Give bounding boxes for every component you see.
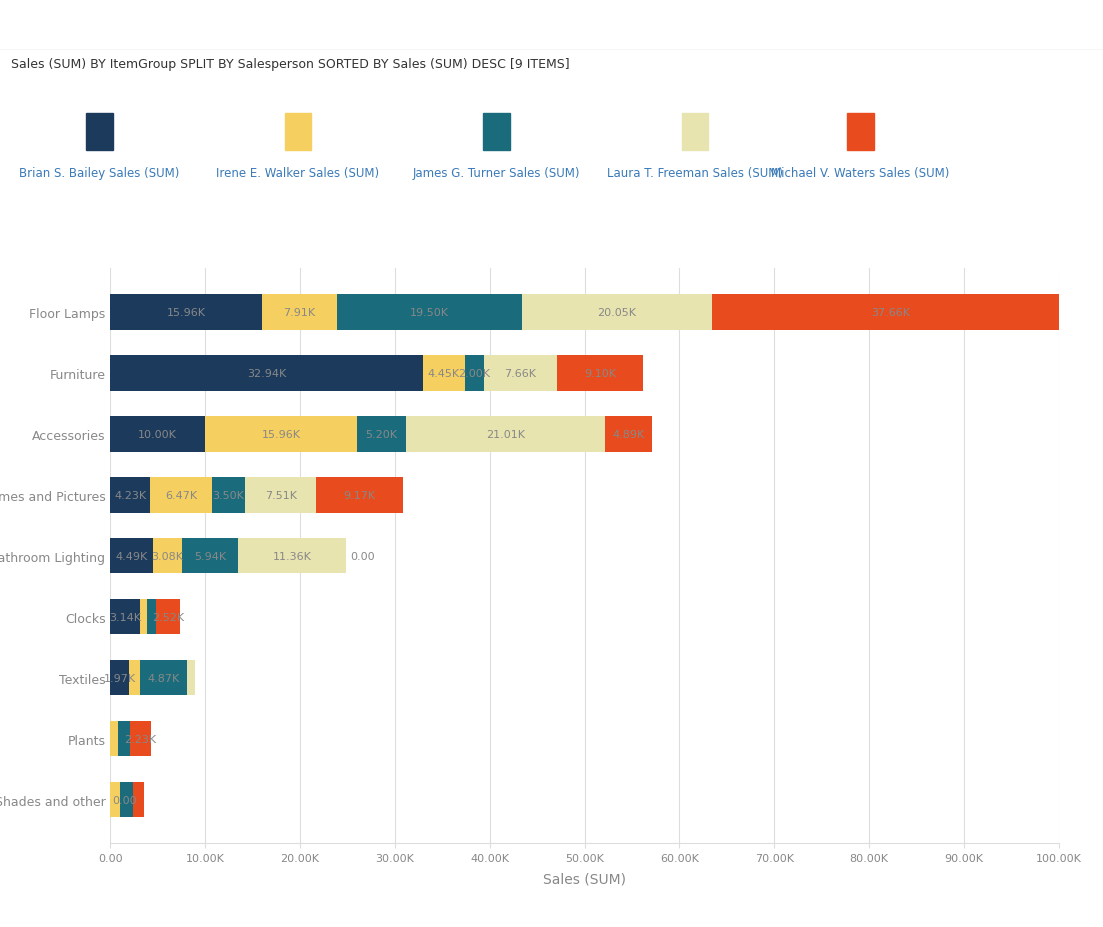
Text: 15.96K: 15.96K — [261, 429, 300, 439]
Text: 37.66K: 37.66K — [871, 308, 910, 318]
Bar — [186, 660, 194, 695]
Bar — [711, 295, 1069, 330]
Bar — [157, 600, 180, 635]
Bar — [140, 660, 186, 695]
Text: 32.94K: 32.94K — [247, 369, 286, 378]
Text: Irene E. Walker Sales (SUM): Irene E. Walker Sales (SUM) — [216, 167, 379, 180]
Bar — [336, 295, 522, 330]
Bar — [110, 539, 153, 574]
Text: 3.08K: 3.08K — [151, 552, 183, 561]
Bar — [153, 539, 182, 574]
Text: Brian S. Bailey Sales (SUM): Brian S. Bailey Sales (SUM) — [19, 167, 180, 180]
Text: 7.51K: 7.51K — [265, 490, 297, 501]
Bar — [130, 721, 151, 756]
Bar — [118, 721, 130, 756]
Bar — [182, 539, 238, 574]
Bar — [110, 295, 261, 330]
Bar — [147, 600, 157, 635]
Text: 3.14K: 3.14K — [109, 612, 141, 622]
Bar — [238, 539, 346, 574]
Bar — [140, 600, 147, 635]
Bar — [261, 295, 336, 330]
Bar — [120, 782, 133, 818]
Bar — [422, 356, 465, 391]
Text: 7.66K: 7.66K — [504, 369, 536, 378]
Text: James G. Turner Sales (SUM): James G. Turner Sales (SUM) — [413, 167, 580, 180]
Bar — [245, 477, 317, 513]
Bar — [406, 417, 606, 452]
Text: 0.00: 0.00 — [113, 794, 137, 805]
Bar — [133, 782, 143, 818]
Text: 1.97K: 1.97K — [104, 673, 136, 683]
Bar — [110, 417, 205, 452]
Text: 6.47K: 6.47K — [165, 490, 197, 501]
Text: 2.52K: 2.52K — [152, 612, 184, 622]
Text: 5.20K: 5.20K — [365, 429, 397, 439]
Text: 19.50K: 19.50K — [409, 308, 449, 318]
Text: 4.89K: 4.89K — [612, 429, 644, 439]
Text: 3.50K: 3.50K — [213, 490, 245, 501]
Bar — [110, 660, 129, 695]
Text: 9.17K: 9.17K — [344, 490, 376, 501]
Bar — [110, 721, 118, 756]
Bar — [484, 356, 557, 391]
Text: 4.49K: 4.49K — [116, 552, 148, 561]
Text: Michael V. Waters Sales (SUM): Michael V. Waters Sales (SUM) — [771, 167, 950, 180]
Text: 10.00K: 10.00K — [138, 429, 178, 439]
Text: 5.94K: 5.94K — [194, 552, 226, 561]
Text: 15.96K: 15.96K — [167, 308, 205, 318]
Bar — [110, 600, 140, 635]
Bar — [110, 782, 120, 818]
Bar — [317, 477, 404, 513]
Bar — [205, 417, 356, 452]
Text: 4.87K: 4.87K — [148, 673, 180, 683]
Text: 2.23K: 2.23K — [125, 734, 157, 743]
Text: Sales (SUM) BY ItemGroup SPLIT BY Salesperson SORTED BY Sales (SUM) DESC [9 ITEM: Sales (SUM) BY ItemGroup SPLIT BY Salesp… — [11, 57, 569, 70]
Text: 20.05K: 20.05K — [598, 308, 636, 318]
Bar — [522, 295, 711, 330]
Bar — [129, 660, 140, 695]
Bar — [110, 477, 150, 513]
Bar — [356, 417, 406, 452]
Text: 4.23K: 4.23K — [115, 490, 147, 501]
Bar — [150, 477, 212, 513]
Bar — [110, 356, 422, 391]
Bar — [606, 417, 652, 452]
Text: 4.45K: 4.45K — [428, 369, 460, 378]
Text: 21.01K: 21.01K — [486, 429, 525, 439]
Bar — [465, 356, 484, 391]
Text: 0.00: 0.00 — [350, 552, 375, 561]
Bar — [557, 356, 643, 391]
X-axis label: Sales (SUM): Sales (SUM) — [543, 871, 627, 885]
Text: 11.36K: 11.36K — [272, 552, 312, 561]
Text: Laura T. Freeman Sales (SUM): Laura T. Freeman Sales (SUM) — [607, 167, 783, 180]
Text: 2.00K: 2.00K — [459, 369, 491, 378]
Text: 9.10K: 9.10K — [583, 369, 615, 378]
Text: 7.91K: 7.91K — [283, 308, 315, 318]
Bar — [212, 477, 245, 513]
